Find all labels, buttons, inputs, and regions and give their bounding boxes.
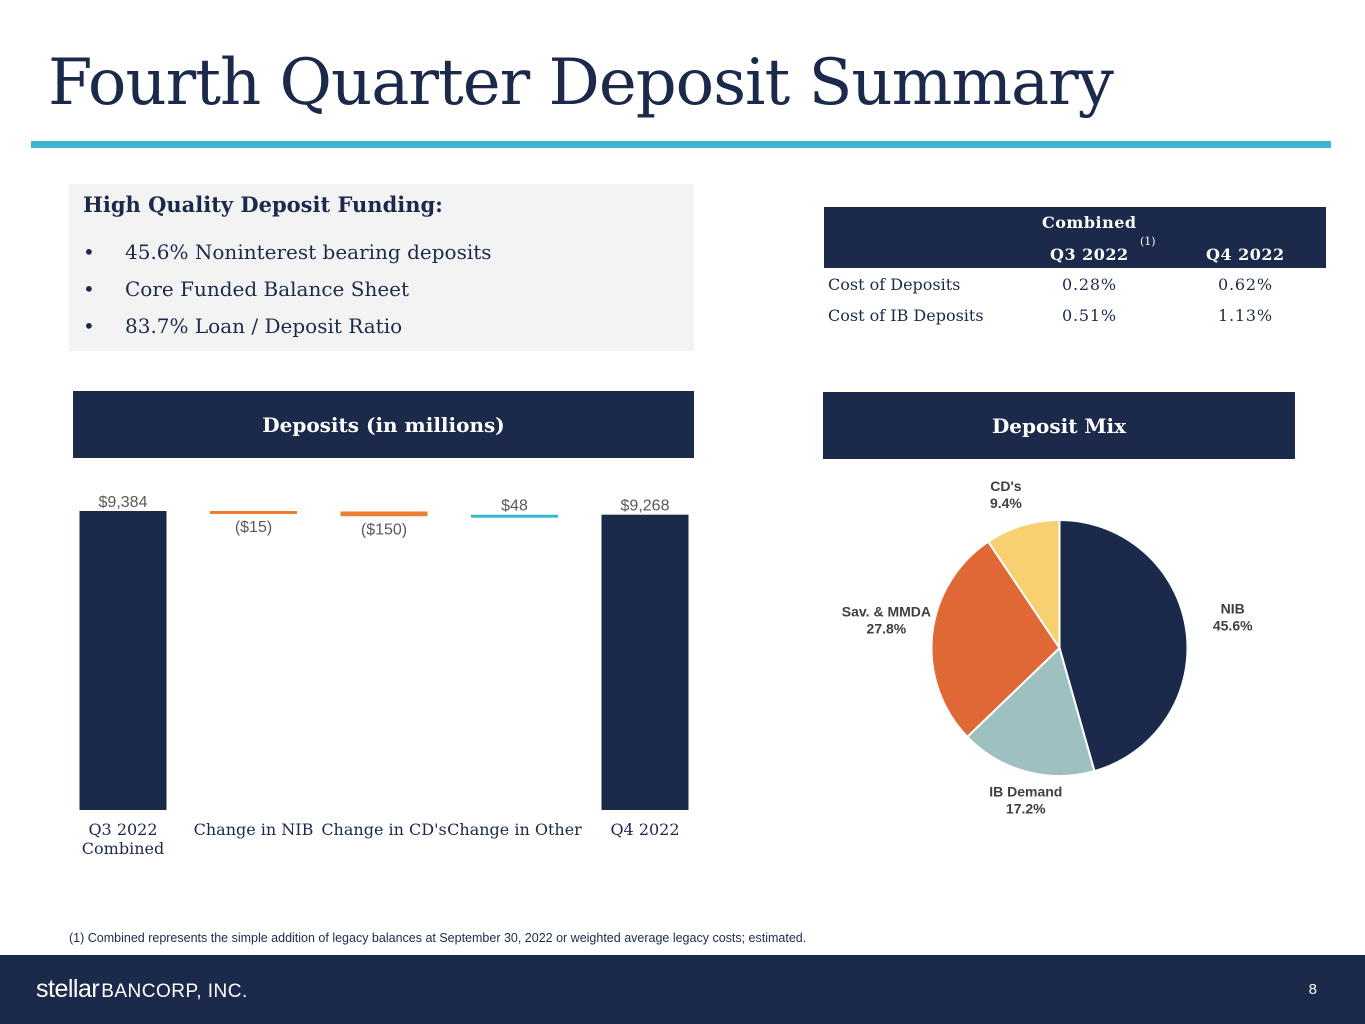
- slice-name: IB Demand: [989, 783, 1062, 799]
- slice-percent: 45.6%: [1213, 617, 1253, 633]
- table-row: Cost of IB Deposits 0.51% 1.13%: [824, 299, 1326, 330]
- highlights-list: • 45.6% Noninterest bearing deposits • Cor…: [69, 240, 492, 351]
- footer-bar: stellar BANCORP, INC. 8: [0, 955, 1365, 1024]
- bar: [471, 514, 558, 518]
- data-label: ($15): [235, 519, 272, 536]
- category-label: Q4 2022: [610, 820, 679, 839]
- table-header: Combined Q3 2022 (1) Q4 2022: [824, 207, 1326, 268]
- q3-value: 0.51%: [1062, 306, 1117, 325]
- category-label: Change in NIB: [194, 820, 314, 839]
- slice-label: CD's 9.4%: [990, 478, 1022, 511]
- category-label: Change in CD's: [321, 820, 446, 839]
- row-label: Cost of Deposits: [828, 275, 961, 294]
- category-label-line: Q4 2022: [610, 820, 679, 839]
- header-q3-2022: Q3 2022: [1050, 245, 1129, 264]
- data-label: ($150): [361, 521, 407, 538]
- page-number: 8: [1308, 981, 1317, 998]
- pie-slice: [986, 518, 1061, 652]
- slice-percent: 17.2%: [1006, 800, 1046, 816]
- bullet-icon: •: [83, 277, 95, 301]
- page-title: Fourth Quarter Deposit Summary: [48, 46, 1114, 120]
- deposits-waterfall-chart: $9,384 Q3 2022 Combined ($15) Change in NIB (…: [79, 494, 689, 858]
- company-logo: stellar BANCORP, INC.: [36, 975, 248, 1004]
- category-label-line: Change in NIB: [194, 820, 314, 839]
- header-q4-2022: Q4 2022: [1206, 245, 1285, 264]
- deposits-chart-header: Deposits (in millions): [73, 391, 694, 458]
- q4-value: 0.62%: [1218, 275, 1273, 294]
- slice-percent: 9.4%: [990, 495, 1022, 511]
- footnote-marker: (1): [1140, 235, 1156, 248]
- highlight-text: Core Funded Balance Sheet: [125, 277, 410, 301]
- slice-label: NIB 45.6%: [1213, 600, 1253, 633]
- highlights-box: High Quality Deposit Funding: • 45.6% Non…: [69, 184, 694, 351]
- highlight-item: • 45.6% Noninterest bearing deposits: [69, 240, 492, 277]
- data-label: $9,384: [99, 494, 148, 511]
- pie-slice: [965, 646, 1096, 777]
- slice-name: Sav. & MMDA: [842, 603, 931, 619]
- category-label-line: Combined: [82, 839, 164, 858]
- highlight-item: • 83.7% Loan / Deposit Ratio: [69, 314, 492, 351]
- logo-stellar: stellar: [36, 975, 100, 1003]
- deposit-mix-pie-chart: NIB 45.6% IB Demand 17.2% Sav. & MMDA 27.8% CD…: [842, 478, 1253, 816]
- pie-slice: [930, 540, 1061, 739]
- header-combined: Combined: [1042, 213, 1137, 232]
- pie-slice: [1058, 518, 1189, 773]
- slice-percent: 27.8%: [867, 620, 907, 636]
- category-label-line: Change in Other: [447, 820, 582, 839]
- bullet-icon: •: [83, 314, 95, 338]
- title-underline: [31, 141, 1331, 148]
- highlight-text: 45.6% Noninterest bearing deposits: [125, 240, 492, 264]
- category-label: Q3 2022 Combined: [82, 820, 164, 858]
- data-label: $48: [501, 498, 528, 515]
- data-label: $9,268: [621, 498, 670, 515]
- slice-label: Sav. & MMDA 27.8%: [842, 603, 931, 636]
- q3-value: 0.28%: [1062, 275, 1117, 294]
- q4-value: 1.13%: [1218, 306, 1273, 325]
- bar: [79, 511, 167, 810]
- row-label: Cost of IB Deposits: [828, 306, 984, 325]
- slice-name: CD's: [990, 478, 1022, 494]
- cost-of-deposits-table: Combined Q3 2022 (1) Q4 2022 Cost of Dep…: [824, 207, 1326, 330]
- highlight-item: • Core Funded Balance Sheet: [69, 277, 492, 314]
- category-label-line: Q3 2022: [88, 820, 157, 839]
- slice-name: NIB: [1221, 600, 1245, 616]
- table-row: Cost of Deposits 0.28% 0.62%: [824, 268, 1326, 299]
- logo-bancorp: BANCORP, INC.: [101, 981, 248, 1002]
- category-label-line: Change in CD's: [321, 820, 446, 839]
- highlights-heading: High Quality Deposit Funding:: [83, 192, 443, 217]
- category-label: Change in Other: [447, 820, 582, 839]
- footnote: (1) Combined represents the simple addit…: [69, 931, 807, 945]
- bar: [340, 511, 428, 517]
- bar: [210, 511, 297, 514]
- slice-label: IB Demand 17.2%: [989, 783, 1062, 816]
- highlight-text: 83.7% Loan / Deposit Ratio: [125, 314, 403, 338]
- deposit-mix-header: Deposit Mix: [823, 392, 1295, 459]
- bar: [601, 514, 689, 810]
- bullet-icon: •: [83, 240, 95, 264]
